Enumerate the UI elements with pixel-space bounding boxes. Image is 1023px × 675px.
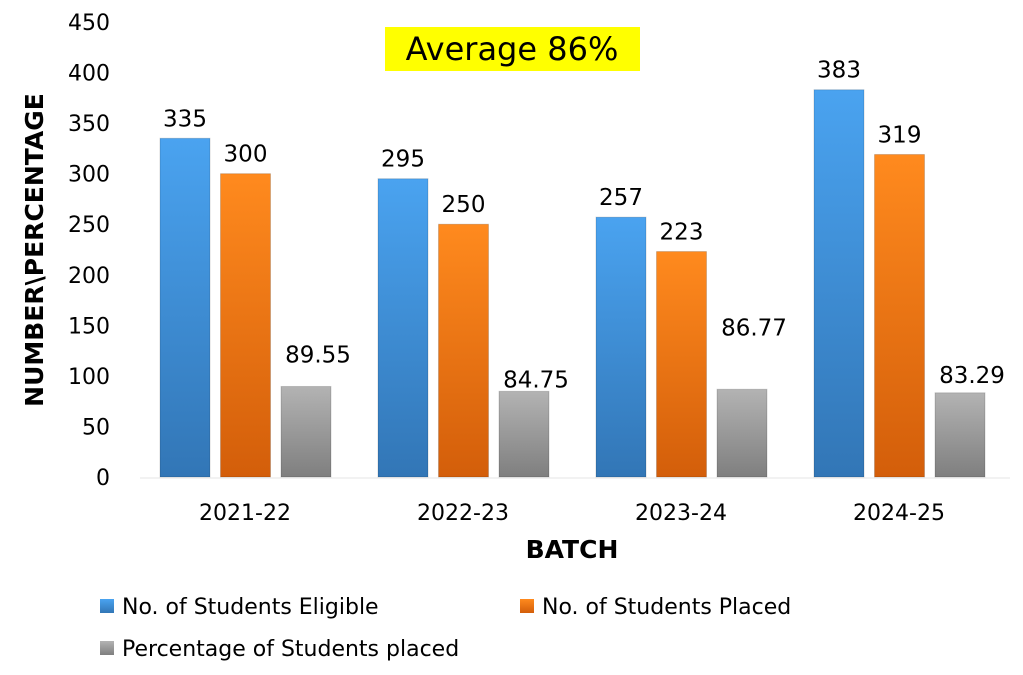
y-tick-label: 300 — [68, 163, 110, 188]
legend-label: Percentage of Students placed — [122, 637, 459, 662]
y-tick-label: 150 — [68, 314, 110, 339]
bar-percentage — [716, 388, 768, 478]
bar-placed — [438, 223, 489, 478]
y-tick-label: 200 — [68, 264, 110, 289]
y-axis-title: NUMBER\PERCENTAGE — [20, 93, 49, 407]
title-highlight — [385, 27, 640, 71]
y-tick-label: 50 — [82, 415, 110, 440]
legend-label: No. of Students Placed — [542, 595, 791, 620]
bar-placed — [656, 251, 707, 478]
y-tick-label: 100 — [68, 365, 110, 390]
legend-swatch — [100, 599, 114, 613]
x-tick-label: 2021-22 — [199, 501, 291, 526]
x-axis-title: BATCH — [526, 535, 619, 564]
y-tick-label: 350 — [68, 112, 110, 137]
bar-eligible — [377, 178, 429, 478]
data-label: 86.77 — [721, 315, 787, 341]
data-label: 83.29 — [939, 363, 1005, 389]
y-tick-label: 450 — [68, 11, 110, 36]
y-tick-label: 250 — [68, 213, 110, 238]
x-tick-label: 2023-24 — [635, 501, 727, 526]
data-label: 89.55 — [285, 342, 351, 368]
legend-swatch — [520, 599, 534, 613]
y-tick-label: 0 — [96, 466, 110, 491]
data-label: 335 — [163, 106, 207, 132]
data-label: 250 — [442, 192, 486, 218]
bar-percentage — [498, 390, 550, 478]
bar-eligible — [159, 137, 211, 478]
bar-eligible — [813, 89, 865, 478]
x-tick-label: 2024-25 — [853, 501, 945, 526]
data-label: 84.75 — [503, 367, 569, 393]
bar-placed — [220, 173, 271, 478]
data-label: 257 — [599, 185, 643, 211]
bar-placed — [874, 153, 925, 478]
bar-percentage — [934, 392, 986, 478]
data-label: 319 — [878, 122, 922, 148]
data-label: 300 — [224, 142, 268, 168]
data-label: 223 — [660, 220, 704, 246]
chart-title: Average 86% — [406, 30, 619, 68]
bar-eligible — [595, 216, 647, 478]
data-label: 295 — [381, 147, 425, 173]
legend-label: No. of Students Eligible — [122, 595, 379, 620]
x-tick-label: 2022-23 — [417, 501, 509, 526]
y-tick-label: 400 — [68, 62, 110, 87]
data-label: 383 — [817, 58, 861, 84]
bar-percentage — [280, 385, 332, 478]
legend-swatch — [100, 641, 114, 655]
